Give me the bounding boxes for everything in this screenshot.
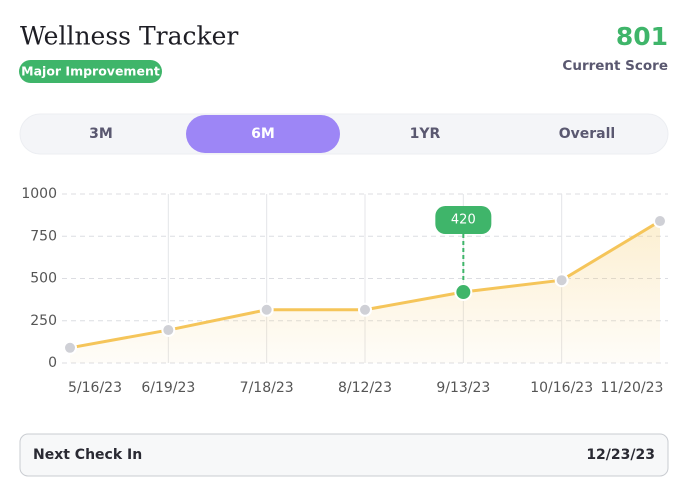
y-tick-label: 250: [30, 313, 57, 329]
point-highlight: [454, 283, 473, 302]
tab[interactable]: 1YR: [410, 126, 441, 142]
score: 801: [616, 22, 668, 51]
tab[interactable]: Overall: [559, 126, 615, 142]
x-tick-label: 6/19/23: [141, 380, 195, 396]
tab[interactable]: 6M: [251, 126, 275, 142]
x-tick-label: 10/16/23: [530, 380, 593, 396]
point: [358, 302, 372, 317]
area: [70, 221, 660, 363]
point: [63, 340, 77, 355]
x-tick-label: 7/18/23: [240, 380, 294, 396]
x-tick-label: 11/20/23: [601, 380, 664, 396]
tab-active-bg[interactable]: [186, 115, 340, 153]
footer-box: [19, 433, 669, 477]
point: [161, 323, 176, 338]
footer-label: Next Check In: [33, 447, 142, 463]
y-tick-label: 1000: [21, 186, 57, 202]
badge: Major Improvement: [21, 64, 160, 79]
score-label: Current Score: [562, 58, 668, 74]
tooltip: 420: [451, 213, 476, 228]
tab[interactable]: 3M: [89, 126, 113, 142]
tab-bar: [19, 113, 669, 155]
point: [554, 273, 569, 288]
point: [653, 214, 667, 229]
x-tick-label: 9/13/23: [436, 380, 490, 396]
point: [259, 302, 274, 317]
tooltip-bg: [435, 206, 492, 234]
x-tick-label: 5/16/23: [68, 380, 122, 396]
x-tick-label: 8/12/23: [338, 380, 392, 396]
footer-date: 12/23/23: [586, 447, 655, 463]
badge-bg: [19, 60, 162, 83]
y-tick-label: 0: [48, 355, 57, 371]
title: Wellness Tracker: [20, 22, 238, 51]
y-tick-label: 750: [30, 228, 57, 244]
y-tick-label: 500: [30, 271, 57, 287]
